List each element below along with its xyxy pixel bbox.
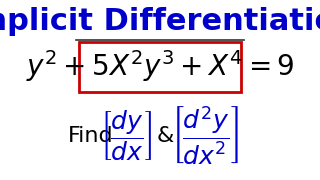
Text: &: &: [156, 126, 174, 146]
Text: Find: Find: [68, 126, 114, 146]
Text: Implicit Differentiation: Implicit Differentiation: [0, 7, 320, 36]
Text: $y^2 + 5X^2y^3 + X^4 = 9$: $y^2 + 5X^2y^3 + X^4 = 9$: [26, 48, 294, 84]
Text: $\left[\dfrac{dy}{dx}\right]$: $\left[\dfrac{dy}{dx}\right]$: [100, 109, 152, 163]
FancyBboxPatch shape: [79, 42, 241, 92]
Text: $\left[\dfrac{d^2y}{dx^2}\right]$: $\left[\dfrac{d^2y}{dx^2}\right]$: [171, 105, 239, 167]
